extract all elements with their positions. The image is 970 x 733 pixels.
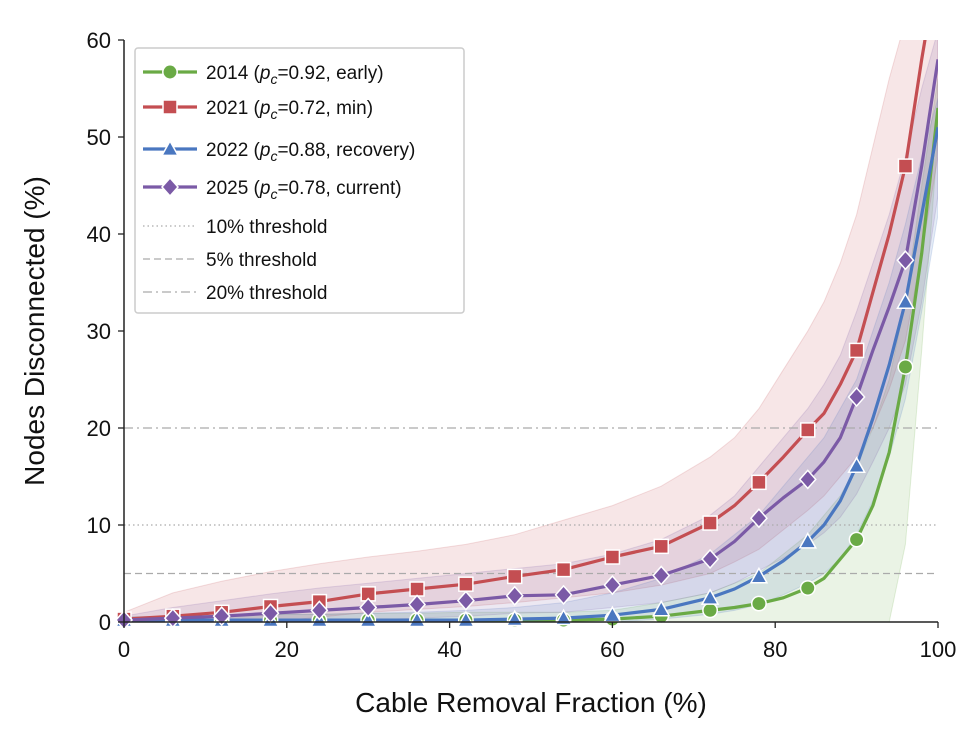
legend: 2014 (pc=0.92, early) 2021 (pc=0.72, min)… xyxy=(134,47,465,314)
data-point-2021 xyxy=(800,422,816,438)
legend-marker-2025 xyxy=(160,176,180,198)
legend-box xyxy=(134,47,465,314)
legend-threshold-label: 5% threshold xyxy=(206,250,317,271)
data-point-2022 xyxy=(700,588,720,605)
confidence-bands xyxy=(124,40,938,622)
y-tick-label: 10 xyxy=(87,513,111,538)
legend-label-2025: 2025 (pc=0.78, current) xyxy=(206,178,402,202)
data-point-2025 xyxy=(749,508,768,529)
data-point-2025 xyxy=(359,597,378,618)
data-point-2021 xyxy=(848,342,865,359)
data-point-2025 xyxy=(652,565,671,586)
band-2021 xyxy=(124,40,938,622)
data-point-2021 xyxy=(897,158,914,174)
data-point-2021 xyxy=(702,515,718,531)
data-point-2021 xyxy=(555,561,572,578)
x-tick-label: 80 xyxy=(763,637,787,662)
y-tick-label: 30 xyxy=(87,319,111,344)
data-point-2022 xyxy=(554,608,573,626)
data-point-2021 xyxy=(604,549,621,565)
data-point-2022 xyxy=(896,292,915,310)
data-point-2022 xyxy=(847,456,866,473)
data-point-2025 xyxy=(847,386,866,408)
x-tick-label: 20 xyxy=(275,637,299,662)
data-point-2021 xyxy=(506,568,523,585)
y-tick-label: 40 xyxy=(87,222,111,247)
x-tick-label: 40 xyxy=(437,637,461,662)
data-point-2022 xyxy=(798,531,818,549)
data-point-2021 xyxy=(458,576,474,592)
data-point-2022 xyxy=(407,610,427,628)
data-point-2014 xyxy=(702,602,719,619)
data-point-2014 xyxy=(799,580,816,596)
legend-threshold-label: 10% threshold xyxy=(206,217,327,238)
data-point-2025 xyxy=(603,575,622,596)
legend-marker-2021 xyxy=(162,99,178,115)
data-point-2025 xyxy=(798,469,817,490)
tick-labels: 0 20 40 60 80 100 0 10 20 30 40 50 60 xyxy=(87,28,957,662)
band-2025 xyxy=(124,40,938,622)
y-axis-label: Nodes Disconnected (%) xyxy=(19,176,50,486)
data-point-2014 xyxy=(750,595,767,612)
legend-label-2022: 2022 (pc=0.88, recovery) xyxy=(206,140,415,164)
data-point-2021 xyxy=(653,538,669,555)
x-tick-label: 0 xyxy=(118,637,130,662)
data-point-2014 xyxy=(848,531,865,548)
data-point-2025 xyxy=(456,590,475,611)
data-point-2022 xyxy=(456,610,476,628)
data-point-2025 xyxy=(701,548,720,570)
y-tick-label: 20 xyxy=(87,416,111,441)
data-point-2025 xyxy=(212,606,231,627)
data-point-2021 xyxy=(409,581,425,597)
data-point-2025 xyxy=(408,594,427,615)
data-point-2025 xyxy=(896,250,915,271)
y-tick-label: 0 xyxy=(99,610,111,635)
legend-threshold-label: 20% threshold xyxy=(206,283,327,304)
x-axis-label: Cable Removal Fraction (%) xyxy=(355,687,707,718)
data-point-2025 xyxy=(310,600,329,621)
data-point-2014 xyxy=(897,358,914,375)
x-tick-label: 60 xyxy=(600,637,624,662)
data-point-2022 xyxy=(358,610,378,628)
data-point-2025 xyxy=(554,584,573,605)
data-point-2025 xyxy=(505,585,524,606)
data-point-2022 xyxy=(651,599,671,617)
x-tick-label: 100 xyxy=(920,637,957,662)
y-tick-label: 60 xyxy=(87,28,111,53)
band-2022 xyxy=(124,98,938,622)
data-point-2021 xyxy=(751,474,767,491)
band-2014 xyxy=(124,78,938,622)
legend-label-2021: 2021 (pc=0.72, min) xyxy=(206,98,373,122)
legend-label-2014: 2014 (pc=0.92, early) xyxy=(206,63,384,87)
y-tick-label: 50 xyxy=(87,125,111,150)
data-point-2022 xyxy=(749,566,769,584)
legend-marker-2022 xyxy=(160,139,180,157)
legend-marker-2014 xyxy=(162,64,178,80)
